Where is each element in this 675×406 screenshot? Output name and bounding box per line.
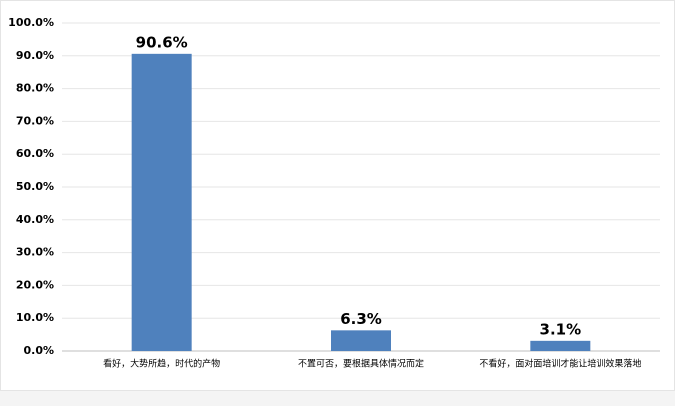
bar bbox=[131, 53, 192, 351]
bar bbox=[331, 330, 391, 351]
bottom-band bbox=[0, 391, 675, 406]
y-tick-label: 70.0% bbox=[16, 114, 54, 127]
y-tick-label: 0.0% bbox=[23, 344, 54, 357]
y-tick-label: 60.0% bbox=[16, 147, 54, 160]
y-tick-label: 80.0% bbox=[16, 82, 54, 95]
y-tick-label: 100.0% bbox=[8, 16, 54, 29]
chart-frame bbox=[0, 0, 675, 391]
x-tick-label: 不看好，面对面培训才能让培训效果落地 bbox=[479, 358, 641, 370]
value-label: 90.6% bbox=[136, 33, 188, 51]
y-tick-label: 30.0% bbox=[16, 246, 54, 259]
bar bbox=[530, 340, 591, 351]
x-tick-label: 看好，大势所趋，时代的产物 bbox=[103, 358, 220, 370]
y-tick-label: 90.0% bbox=[16, 49, 54, 62]
y-tick-label: 20.0% bbox=[16, 278, 54, 291]
y-tick-label: 40.0% bbox=[16, 213, 54, 226]
value-label: 3.1% bbox=[540, 320, 582, 338]
y-tick-label: 10.0% bbox=[16, 311, 54, 324]
x-tick-label: 不置可否，要根据具体情况而定 bbox=[298, 358, 424, 370]
value-label: 6.3% bbox=[340, 310, 382, 328]
y-tick-label: 50.0% bbox=[16, 180, 54, 193]
